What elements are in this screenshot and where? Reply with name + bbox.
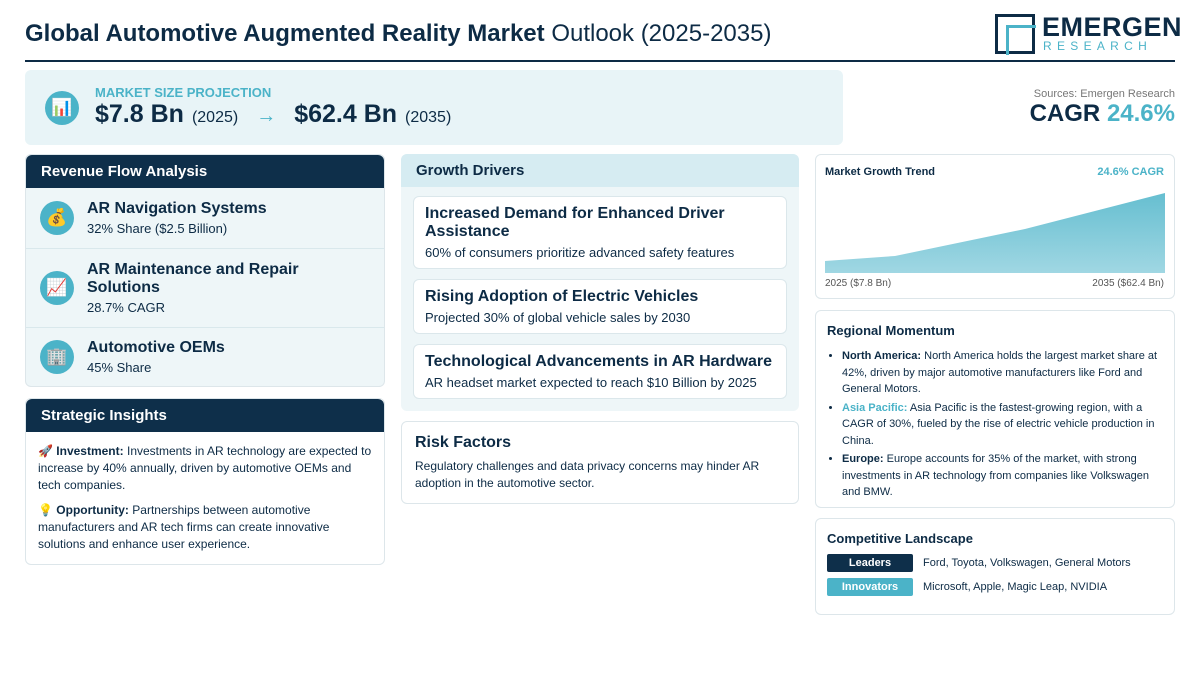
regional-momentum: Regional Momentum North America: North A…	[815, 310, 1175, 508]
item-name: Automotive OEMs	[87, 339, 225, 356]
section-title: Revenue Flow Analysis	[26, 155, 384, 188]
competitive-landscape: Competitive Landscape Leaders Ford, Toyot…	[815, 518, 1175, 615]
item-detail: 32% Share ($2.5 Billion)	[87, 221, 228, 236]
region-item: Asia Pacific: Asia Pacific is the fastes…	[842, 400, 1163, 450]
trend-title: Market Growth Trend	[825, 166, 936, 178]
driver-card: Technological Advancements in AR Hardwar…	[413, 344, 787, 399]
cagr: CAGR 24.6%	[1030, 100, 1175, 128]
competitor-row: Leaders Ford, Toyota, Volkswagen, General…	[827, 554, 1163, 572]
cagr-label: CAGR	[1029, 100, 1101, 127]
section-title: Regional Momentum	[827, 323, 955, 338]
projection-box: 📊 MARKET SIZE PROJECTION $7.8 Bn (2025) …	[25, 70, 843, 145]
growth-drivers: Growth Drivers Increased Demand for Enha…	[401, 154, 799, 411]
region-text: Asia Pacific is the fastest-growing regi…	[842, 401, 1155, 447]
companies: Ford, Toyota, Volkswagen, General Motors	[923, 557, 1131, 569]
logo-mark	[995, 14, 1036, 55]
insight: 🚀 Investment: Investments in AR technolo…	[38, 444, 372, 492]
driver-card: Increased Demand for Enhanced Driver Ass…	[413, 196, 787, 269]
trend-end: 2035 ($62.4 Bn)	[1092, 278, 1164, 289]
insight-label: Opportunity:	[56, 503, 129, 517]
logo-main: EMERGEN	[1042, 12, 1183, 42]
item-name: AR Maintenance and Repair Solutions	[87, 261, 299, 296]
trend-badge: 24.6% CAGR	[1097, 166, 1164, 178]
growth-trend: Market Growth Trend 24.6% CAGR 2025 ($7.…	[815, 154, 1175, 299]
section-title: Strategic Insights	[26, 399, 384, 432]
item-detail: 28.7% CAGR	[87, 300, 166, 315]
page-title: Global Automotive Augmented Reality Mark…	[25, 20, 771, 48]
logo-sub: RESEARCH	[1043, 39, 1153, 53]
competitor-row: Innovators Microsoft, Apple, Magic Leap, …	[827, 578, 1163, 596]
section-title: Risk Factors	[415, 434, 512, 451]
driver-detail: Projected 30% of global vehicle sales by…	[425, 310, 691, 325]
icon: 💰	[40, 201, 74, 235]
region-name: Asia Pacific:	[842, 401, 908, 414]
driver-card: Rising Adoption of Electric Vehicles Proj…	[413, 279, 787, 334]
risk-factors: Risk Factors Regulatory challenges and d…	[401, 421, 799, 504]
revenue-item: 📈 AR Maintenance and Repair Solutions 28.7…	[26, 248, 384, 327]
revenue-item: 💰 AR Navigation Systems 32% Share ($2.5 Bi…	[26, 188, 384, 248]
trend-start: 2025 ($7.8 Bn)	[825, 278, 892, 289]
chart-icon: 📊	[45, 91, 79, 125]
item-detail: 45% Share	[87, 360, 152, 375]
insights-body: 🚀 Investment: Investments in AR technolo…	[26, 432, 384, 572]
tag: Innovators	[827, 578, 913, 596]
section-title: Growth Drivers	[401, 154, 799, 187]
section-title: Competitive Landscape	[827, 531, 973, 546]
insight: 💡 Opportunity: Partnerships between auto…	[38, 503, 330, 551]
region-text: North America holds the largest market s…	[842, 350, 1158, 395]
region-item: North America: North America holds the l…	[842, 348, 1163, 398]
area	[825, 193, 1165, 273]
sources: Sources: Emergen Research	[1033, 88, 1175, 100]
projection-values: $7.8 Bn (2025) → $62.4 Bn (2035)	[95, 100, 451, 129]
projection-label: MARKET SIZE PROJECTION	[95, 85, 272, 100]
insight-text: Partnerships between automotive manufact…	[38, 503, 330, 551]
companies: Microsoft, Apple, Magic Leap, NVIDIA	[923, 581, 1108, 593]
strategic-insights: Strategic Insights 🚀 Investment: Investm…	[25, 398, 385, 565]
risk-text: Regulatory challenges and data privacy c…	[415, 459, 760, 490]
driver-title: Rising Adoption of Electric Vehicles	[425, 288, 699, 305]
driver-detail: AR headset market expected to reach $10 …	[425, 375, 757, 390]
driver-title: Technological Advancements in AR Hardwar…	[425, 353, 773, 370]
end-value: $62.4 Bn	[294, 100, 398, 128]
tag: Leaders	[827, 554, 913, 572]
icon: 🏢	[40, 340, 74, 374]
region-name: Europe:	[842, 453, 884, 465]
driver-title: Increased Demand for Enhanced Driver Ass…	[425, 205, 725, 240]
title-bold: Global Automotive Augmented Reality Mark…	[25, 20, 545, 47]
driver-detail: 60% of consumers prioritize advanced saf…	[425, 245, 735, 260]
title-rest: Outlook (2025-2035)	[551, 20, 772, 47]
region-list: North America: North America holds the l…	[827, 348, 1163, 501]
region-item: Europe: Europe accounts for 35% of the m…	[842, 451, 1163, 501]
header-rule	[25, 60, 1175, 62]
arrow: →	[256, 105, 277, 127]
trend-area	[825, 193, 1165, 273]
cagr-value: 24.6%	[1106, 100, 1175, 127]
end-year: (2035)	[405, 109, 452, 126]
start-year: (2025)	[191, 109, 239, 126]
item-name: AR Navigation Systems	[87, 200, 267, 217]
icon: 📈	[40, 271, 74, 305]
start-value: $7.8 Bn	[95, 100, 184, 128]
revenue-flow: Revenue Flow Analysis 💰 AR Navigation Sys…	[25, 154, 385, 387]
region-text: Europe accounts for 35% of the market, w…	[842, 453, 1149, 498]
revenue-item: 🏢 Automotive OEMs 45% Share	[26, 327, 384, 386]
region-name: North America:	[842, 350, 922, 362]
insight-text: Investments in AR technology are expecte…	[38, 444, 372, 492]
insight-label: Investment:	[56, 444, 124, 458]
